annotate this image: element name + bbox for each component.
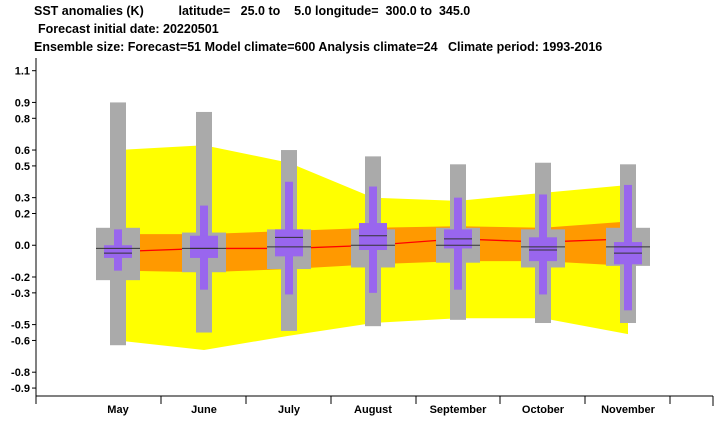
forecast-box bbox=[275, 229, 303, 257]
box-group-may bbox=[96, 102, 140, 346]
x-tick-label: August bbox=[354, 404, 392, 416]
y-tick-label: -0.9 bbox=[11, 383, 30, 395]
box-group-september bbox=[436, 164, 480, 320]
x-tick-label: November bbox=[601, 404, 656, 416]
y-tick-label: 0.5 bbox=[15, 161, 30, 173]
y-tick-label: -0.8 bbox=[11, 367, 30, 379]
forecast-box bbox=[104, 245, 132, 258]
y-tick-label: -0.2 bbox=[11, 272, 30, 284]
y-tick-label: 0.9 bbox=[15, 97, 30, 109]
forecast-box bbox=[190, 235, 218, 258]
box-group-october bbox=[521, 162, 565, 324]
box-group-november bbox=[606, 164, 650, 324]
y-tick-label: 0.3 bbox=[15, 193, 30, 205]
model-whisker bbox=[110, 102, 126, 346]
y-tick-label: 0.2 bbox=[15, 209, 30, 221]
y-tick-label: -0.6 bbox=[11, 335, 30, 347]
box-group-july bbox=[267, 150, 311, 331]
box-plots bbox=[96, 102, 650, 346]
y-tick-label: -0.5 bbox=[11, 320, 30, 332]
x-tick-label: October bbox=[522, 404, 565, 416]
box-group-june bbox=[182, 111, 226, 333]
y-tick-label: 1.1 bbox=[15, 66, 30, 78]
box-group-august bbox=[351, 156, 395, 327]
x-tick-label: June bbox=[191, 404, 217, 416]
x-tick-label: May bbox=[107, 404, 129, 416]
ensemble-info-line: Ensemble size: Forecast=51 Model climate… bbox=[34, 40, 603, 54]
y-tick-label: 0.0 bbox=[15, 240, 30, 252]
y-tick-label: 0.6 bbox=[15, 145, 30, 157]
axes: 1.1 0.9 0.8 0.6 0.5 0.3 0.2 0.0 -0.2 -0.3 -0.5 -0.6… bbox=[11, 58, 714, 416]
chart-header: SST anomalies (K) latitude= 25.0 to 5.0 … bbox=[0, 0, 720, 56]
x-tick-label: July bbox=[278, 404, 301, 416]
x-tick-label: September bbox=[430, 404, 488, 416]
forecast-date-line: Forecast initial date: 20220501 bbox=[38, 22, 219, 36]
forecast-box bbox=[529, 237, 557, 262]
forecast-box bbox=[359, 223, 387, 251]
y-tick-label: -0.3 bbox=[11, 288, 30, 300]
chart-title-line: SST anomalies (K) latitude= 25.0 to 5.0 … bbox=[34, 4, 471, 18]
y-tick-label: 0.8 bbox=[15, 113, 30, 125]
